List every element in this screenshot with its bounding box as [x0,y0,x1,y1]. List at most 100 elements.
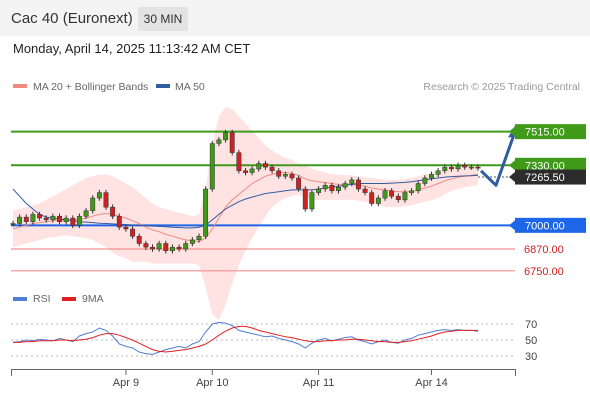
header-bar: Cac 40 (Euronext) 30 MIN [0,0,590,36]
candle-body [103,192,109,208]
x-tick-label: Apr 10 [196,377,228,389]
candle-body [176,246,182,250]
candle-body [163,243,169,252]
candle-body [203,188,209,237]
ma20-line [12,172,479,243]
last-price-label: 7265.50 [525,172,565,184]
candle-body [143,243,149,248]
candle-body [189,239,195,244]
timestamp: Monday, April 14, 2025 11:13:42 AM CET [13,41,251,56]
x-tick-label: Apr 11 [303,377,335,389]
candle-body [296,177,302,190]
legend-label-rsi: RSI [33,293,51,305]
candle-body [349,179,355,184]
candle-body [150,246,155,250]
candle-body [262,163,268,168]
ma50-line [12,174,479,229]
resistance-label-pointer [509,126,515,137]
candle-body [362,188,368,193]
rsi-line [12,321,479,355]
copyright-text: Research © 2025 Trading Central [423,81,580,93]
candle-body [223,132,229,141]
candle-body [455,165,461,170]
candle-body [409,190,415,193]
candle-body [402,192,408,201]
candle-body [448,166,454,170]
candle-body [256,163,262,170]
resistance-label-bg [515,157,586,173]
candle-body [375,197,381,204]
candle-body [422,177,428,184]
legend-label-ma50: MA 50 [175,81,205,93]
rsi-tick-label: 70 [525,319,537,331]
candle-body [442,166,448,171]
candle-body [429,174,434,179]
resistance-label-pointer [509,160,515,171]
candle-body [415,183,421,192]
rsi-9ma-line [13,325,478,353]
candle-body [468,166,474,169]
candle-body [76,215,82,226]
resistance-label-bg [515,124,586,140]
candle-body [369,192,375,204]
candle-body [63,217,69,222]
candle-body [289,174,295,179]
timeframe-badge[interactable]: 30 MIN [138,7,188,31]
candle-body [43,217,49,221]
candle-body [30,214,36,222]
candle-body [276,170,282,177]
candle-body [37,214,43,219]
candle-body [17,216,23,224]
candle-body [249,168,255,173]
candle-body [382,190,388,199]
rsi-legend: RSI 9MA [13,293,104,305]
x-axis: Apr 9 Apr 10 Apr 11 Apr 14 [11,369,516,389]
candle-body [316,188,322,193]
candle-body [183,243,189,250]
chart-legend: MA 20 + Bollinger Bands MA 50 Research ©… [13,81,580,93]
last-price-label-pointer [509,172,515,183]
candle-body [389,190,395,197]
candle-body [475,166,481,169]
instrument-title: Cac 40 (Euronext) [11,10,133,27]
candle-body [395,195,401,201]
candle-body [136,235,142,244]
candle-body [342,183,348,188]
candle-body [269,166,275,171]
candle-body [110,206,116,217]
candle-body [435,170,441,175]
candle-body [57,215,62,222]
candle-body [282,174,288,177]
candle-body [196,235,202,241]
pivot-label: 7000.00 [525,220,565,232]
legend-swatch-ma20 [13,84,27,88]
pivot-label-pointer [509,220,515,231]
resistance-label: 7515.00 [525,127,565,139]
candle-body [130,228,136,237]
candle-body [10,223,16,225]
candle-body [355,179,361,190]
candle-body [116,215,122,228]
x-tick-label: Apr 14 [415,377,447,389]
bollinger-band [13,107,478,320]
last-price-label-bg [515,169,586,185]
candle-body [90,197,96,211]
rsi-tick-label: 50 [525,335,537,347]
candle-body [322,185,328,190]
rsi-tick-label: 30 [525,351,537,363]
candle-body [209,143,215,190]
legend-label-ma20: MA 20 + Bollinger Bands [33,81,148,93]
candle-body [216,139,222,144]
pivot-label-bg [515,217,586,233]
legend-swatch-9ma [62,297,76,301]
resistance-label: 7330.00 [525,160,565,172]
legend-swatch-ma50 [156,84,170,88]
candle-body [329,185,335,192]
candle-body [156,243,162,250]
candle-body [96,192,102,199]
candle-body [229,132,235,153]
candle-body [23,216,29,222]
support-label: 6870.00 [524,244,564,256]
